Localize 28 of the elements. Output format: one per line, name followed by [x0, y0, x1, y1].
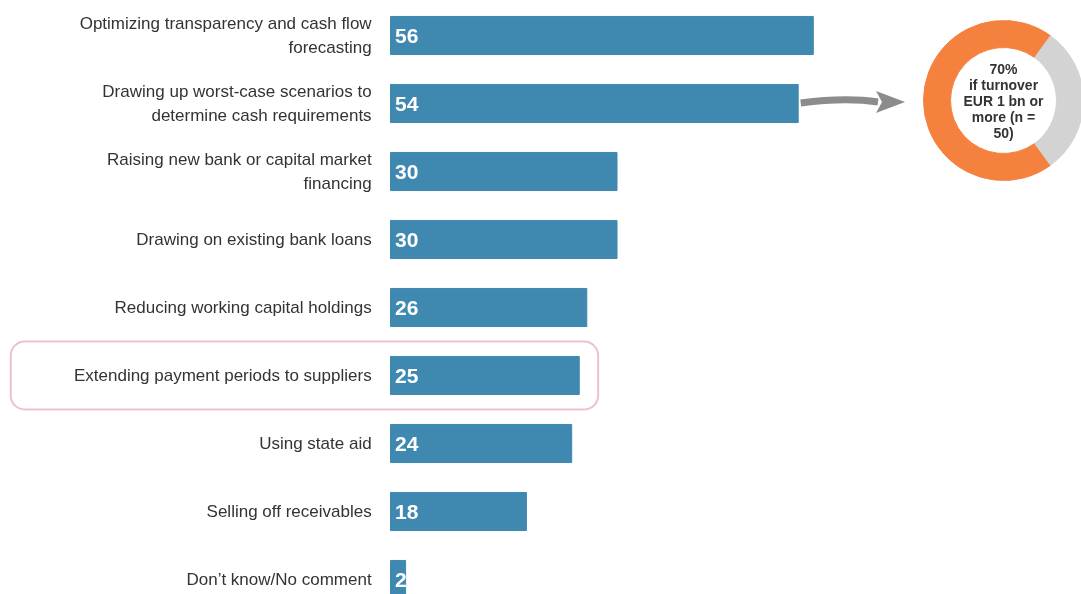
bar	[390, 287, 588, 328]
data-label: 2	[395, 567, 407, 591]
data-label: 30	[395, 227, 419, 251]
y-tick-label: Drawing on existing bank loans	[136, 230, 372, 249]
bar	[390, 491, 527, 532]
bar	[390, 423, 573, 464]
y-tick-label: Drawing up worst-case scenarios to determine cash requirements	[102, 82, 372, 125]
bar	[390, 355, 580, 396]
y-tick-label: Reducing working capital holdings	[114, 298, 372, 317]
data-label: 54	[395, 91, 419, 115]
y-tick-label: Raising new bank or capital market financing	[107, 150, 372, 193]
y-tick-label: Using state aid	[259, 434, 372, 453]
bar	[390, 151, 618, 192]
data-label: 56	[395, 23, 419, 47]
y-tick-label: Don’t know/No comment	[186, 570, 372, 589]
y-tick-label: Optimizing transparency and cash flow forecasting	[79, 14, 373, 57]
data-label: 25	[395, 363, 419, 387]
bar	[390, 219, 618, 260]
bar	[390, 15, 814, 56]
bar	[390, 83, 799, 124]
data-label: 26	[395, 295, 419, 319]
y-tick-label: Extending payment periods to suppliers	[73, 366, 372, 385]
data-label: 30	[395, 159, 419, 183]
data-label: 70%	[989, 60, 1019, 77]
y-tick-label: Selling off receivables	[206, 502, 372, 521]
text: if turnover EUR 1 bn or more (n = 50)	[963, 76, 1045, 141]
data-label: 18	[395, 499, 419, 523]
data-label: 24	[395, 431, 419, 455]
